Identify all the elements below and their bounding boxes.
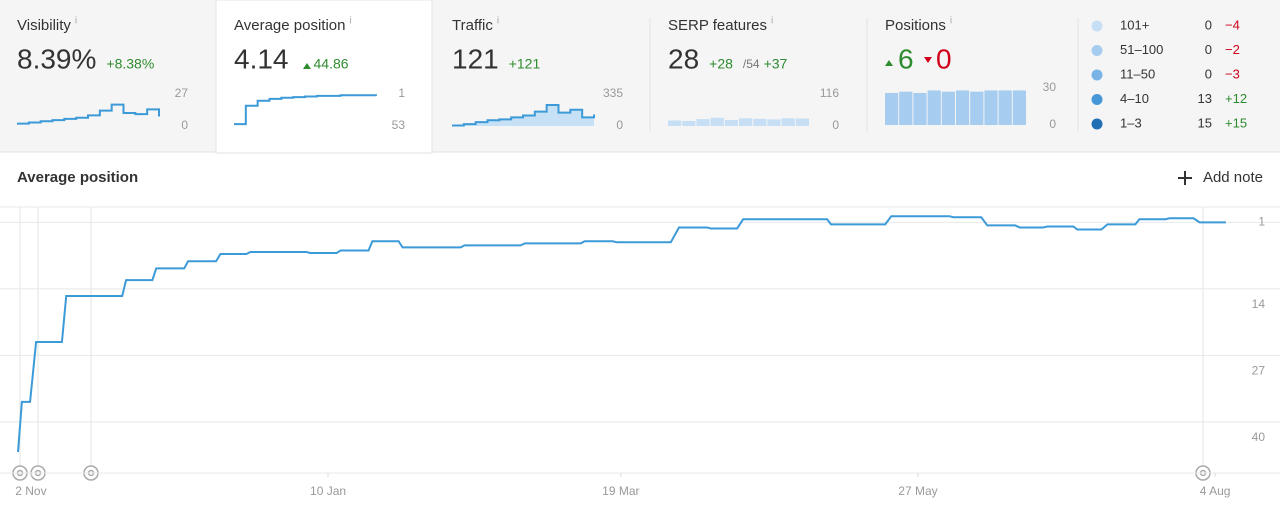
up-arrow <box>885 60 893 66</box>
active-card[interactable] <box>215 0 433 154</box>
axis-top: 27 <box>175 86 189 100</box>
legend-name: 1–3 <box>1120 115 1142 130</box>
legend-change: −2 <box>1225 42 1240 57</box>
spark-line <box>452 103 595 127</box>
card-change: 44.86 <box>314 56 349 72</box>
axis-top: 116 <box>820 86 839 100</box>
spark-bar <box>956 90 970 125</box>
spark-bar <box>899 91 913 125</box>
legend-dot <box>1091 94 1103 105</box>
spark-bar <box>941 91 955 125</box>
spark-bar <box>696 119 710 126</box>
x-tick-label: 19 Mar <box>602 484 639 498</box>
legend-change: +15 <box>1225 115 1247 130</box>
spark-bar <box>781 118 795 126</box>
up-arrow <box>303 63 311 69</box>
spark-bar <box>998 90 1012 125</box>
axis-top: 1 <box>398 86 405 100</box>
spark-line <box>234 94 377 126</box>
axis-top: 30 <box>1043 80 1057 94</box>
spark-bar <box>682 121 696 126</box>
spark-bar <box>795 118 809 126</box>
position-line <box>17 215 1226 453</box>
spark-bar <box>984 90 998 125</box>
legend-dot <box>1091 69 1103 81</box>
x-tick-label: 27 May <box>898 484 937 498</box>
spark-bar <box>767 119 781 126</box>
y-tick-label: 40 <box>1252 430 1266 444</box>
legend-name: 4–10 <box>1120 91 1149 106</box>
spark-bar <box>913 92 927 125</box>
card-value: 121 <box>452 43 499 74</box>
card-extra-change: +37 <box>764 56 788 72</box>
card-change: +28 <box>709 56 733 72</box>
legend-count: 13 <box>1198 91 1212 106</box>
legend-name: 11–50 <box>1120 66 1155 81</box>
axis-bottom: 53 <box>392 118 406 132</box>
card-title: Positions <box>885 17 946 34</box>
card-title: Average position <box>234 17 345 34</box>
add-icon[interactable] <box>1178 171 1192 185</box>
legend-count: 0 <box>1205 17 1212 32</box>
card-title: Visibility <box>17 17 71 34</box>
legend-dot <box>1091 45 1103 56</box>
axis-bottom: 0 <box>832 118 839 132</box>
spark-bar <box>1012 90 1026 125</box>
annotation-lines <box>19 207 1204 466</box>
spark-bar <box>724 119 738 126</box>
axis-top: 335 <box>603 86 623 100</box>
y-tick-label: 1 <box>1258 215 1265 229</box>
spark-bar <box>753 118 767 126</box>
legend-change: −3 <box>1225 66 1240 81</box>
card-value: 4.14 <box>234 43 289 74</box>
info-icon: i <box>771 16 773 27</box>
x-tick-label: 4 Aug <box>1200 484 1231 498</box>
card-title: Traffic <box>452 17 493 34</box>
legend-change: −4 <box>1225 17 1240 32</box>
spark-line <box>17 103 160 125</box>
y-tick-label: 27 <box>1252 364 1266 378</box>
chart-title: Average position <box>17 169 138 186</box>
info-icon: i <box>950 16 952 27</box>
card-value: 8.39% <box>17 43 96 74</box>
add-note[interactable]: Add note <box>1203 169 1263 186</box>
x-tick-label: 2 Nov <box>15 484 46 498</box>
spark-bar <box>927 90 941 125</box>
up-count: 6 <box>898 43 914 74</box>
spark-bar <box>668 120 682 126</box>
legend-count: 15 <box>1198 115 1212 130</box>
spark-bar <box>710 117 724 126</box>
spark-bar <box>885 92 899 125</box>
legend-change: +12 <box>1225 91 1247 106</box>
info-icon: i <box>349 16 351 27</box>
legend-dot <box>1091 20 1103 32</box>
legend-dot <box>1091 118 1103 130</box>
axis-bottom: 0 <box>616 118 623 132</box>
card-change: +8.38% <box>106 56 154 72</box>
x-tick-label: 10 Jan <box>310 484 346 498</box>
legend-count: 0 <box>1205 66 1212 81</box>
y-tick-label: 14 <box>1252 297 1266 311</box>
card-extra: /54 <box>743 57 760 71</box>
summary-strip <box>0 0 1280 152</box>
legend-count: 0 <box>1205 42 1212 57</box>
axis-bottom: 0 <box>181 118 188 132</box>
legend-name: 51–100 <box>1120 42 1163 57</box>
spark-bar <box>739 118 753 126</box>
spark-bar <box>970 91 984 125</box>
info-icon: i <box>75 16 77 27</box>
card-value: 28 <box>668 43 699 74</box>
axis-bottom: 0 <box>1049 117 1056 131</box>
card-change: +121 <box>509 56 541 72</box>
down-arrow <box>924 57 932 63</box>
info-icon: i <box>497 16 499 27</box>
card-title: SERP features <box>668 17 767 34</box>
legend-name: 101+ <box>1120 17 1149 32</box>
down-count: 0 <box>936 43 952 74</box>
